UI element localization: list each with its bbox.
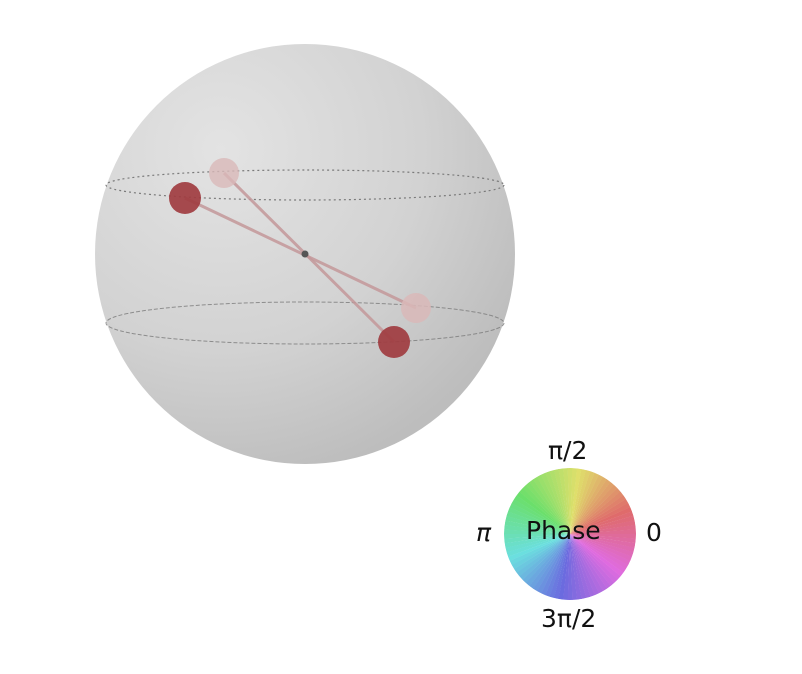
phase-wheel-wedge xyxy=(570,511,634,534)
phase-wheel-wedge xyxy=(567,534,573,600)
phase-wheel-wedge xyxy=(570,534,631,565)
phase-wheel-wedge xyxy=(570,534,629,569)
phase-wheel-wedge xyxy=(511,534,570,570)
state-marker-front-lower xyxy=(378,326,410,358)
phase-wheel-right-label: 0 xyxy=(646,518,662,547)
phase-wheel-wedge xyxy=(506,511,570,534)
phase-wheel-wedge xyxy=(570,534,636,548)
phase-wheel-wedge xyxy=(570,515,635,534)
phase-wheel-wedge xyxy=(570,534,604,594)
phase-wheel-wedge xyxy=(529,534,570,589)
phase-wheel-wedge xyxy=(570,534,624,577)
state-marker-front-upper xyxy=(169,182,201,214)
phase-wheel-wedge xyxy=(570,474,603,534)
phase-wheel-wedge xyxy=(570,534,634,557)
phase-wheel-wedge xyxy=(570,534,621,580)
phase-wheel-bottom-label: 3π/2 xyxy=(541,604,597,633)
phase-wheel-wedge xyxy=(553,469,570,534)
phase-wheel-wedge xyxy=(570,468,582,534)
phase-wheel-wedge xyxy=(570,502,631,534)
phase-wheel-wedge xyxy=(536,474,570,534)
state-marker-back-lower xyxy=(401,293,431,323)
phase-wheel-wedge xyxy=(549,534,570,599)
phase-wheel-wedge xyxy=(558,534,570,600)
phase-wheel-wedge xyxy=(570,479,611,534)
phase-color-wheel xyxy=(504,468,636,600)
phase-wheel-wedge xyxy=(570,534,587,599)
phase-wheel-wedge xyxy=(525,534,570,587)
phase-wheel-wedge xyxy=(540,472,570,534)
phase-wheel-wedge xyxy=(570,495,626,534)
upper-latitude-ring xyxy=(105,169,505,201)
phase-wheel-wedge xyxy=(570,487,621,534)
phase-wheel-wedge xyxy=(516,491,570,534)
phase-wheel-wedge xyxy=(525,481,570,534)
phase-wheel-wedge xyxy=(570,476,607,534)
phase-wheel-sheen xyxy=(504,468,636,600)
phase-wheel-wedge xyxy=(570,534,635,553)
phase-wheel-wedge xyxy=(570,534,633,561)
phase-wheel-wedge xyxy=(570,469,591,534)
phase-wheel-wedge xyxy=(507,507,570,534)
phase-wheel-wedge xyxy=(570,468,586,534)
phase-wheel-wedge xyxy=(570,534,591,599)
phase-wheel-wedge xyxy=(570,491,624,534)
phase-wheel-wedge xyxy=(532,476,570,534)
phase-wheel-wedge xyxy=(570,498,629,534)
phase-wheel-wedge xyxy=(545,471,570,534)
phase-wheel-wedge xyxy=(504,520,570,534)
phase-wheel-wedge xyxy=(506,534,570,557)
phase-wheel-wedge xyxy=(570,472,599,534)
phase-wheel-wedge xyxy=(509,534,570,566)
state-marker-back-upper xyxy=(209,158,239,188)
phase-wheel-wedge xyxy=(505,515,570,534)
phase-wheel-wedge xyxy=(570,506,633,534)
sphere-center-dot xyxy=(301,250,309,258)
phase-wheel-wedge xyxy=(567,468,573,534)
phase-wheel-wedge xyxy=(570,533,636,539)
phase-wheel-wedge xyxy=(570,534,636,544)
phase-wheel-wedge xyxy=(570,534,627,573)
phase-wheel-wedge xyxy=(522,534,570,584)
phase-wheel-wedge xyxy=(533,534,570,592)
phase-wheel-center-label: Phase xyxy=(526,516,601,545)
phase-wheel-wedge xyxy=(519,534,570,581)
phase-wheel-wedge xyxy=(570,484,618,534)
phase-wheel-wedge xyxy=(570,481,615,534)
lower-latitude-ring xyxy=(105,301,505,345)
phase-wheel-wedge xyxy=(570,534,595,597)
phase-wheel-wedge xyxy=(522,484,570,534)
phase-wheel-wedge xyxy=(570,534,615,587)
phase-wheel-wedge xyxy=(504,524,570,534)
phase-wheel-wedge xyxy=(570,534,600,596)
phase-wheel-wedge xyxy=(570,471,595,534)
phase-wheel-wedge xyxy=(549,469,570,534)
phase-wheel-wedge xyxy=(537,534,570,594)
phase-wheel-wedge xyxy=(514,534,570,573)
phase-wheel-wedge xyxy=(519,488,570,534)
phase-wheel-wedge xyxy=(570,534,618,584)
phase-wheel-wedge xyxy=(505,534,570,553)
phase-wheel-wedge xyxy=(554,534,570,600)
phase-wheel-wedge xyxy=(570,534,608,592)
phase-wheel-wedge xyxy=(541,534,570,596)
phase-wheel-top-label: π/2 xyxy=(548,436,588,465)
phase-wheel-wedge xyxy=(511,499,570,534)
phase-wheel-wedge xyxy=(509,503,570,534)
phase-wheel-wedge xyxy=(545,534,570,597)
state-line-front xyxy=(184,196,417,310)
phase-wheel-wedge xyxy=(513,495,570,534)
phase-wheel-wedge xyxy=(504,529,570,535)
phase-wheel-wedge xyxy=(529,479,570,534)
phase-wheel-wedge xyxy=(570,534,611,589)
phase-wheel-left-label: π xyxy=(476,518,492,547)
phase-wheel-wedge xyxy=(507,534,570,562)
state-line-back xyxy=(222,171,396,344)
phase-wheel-wedge xyxy=(516,534,570,577)
